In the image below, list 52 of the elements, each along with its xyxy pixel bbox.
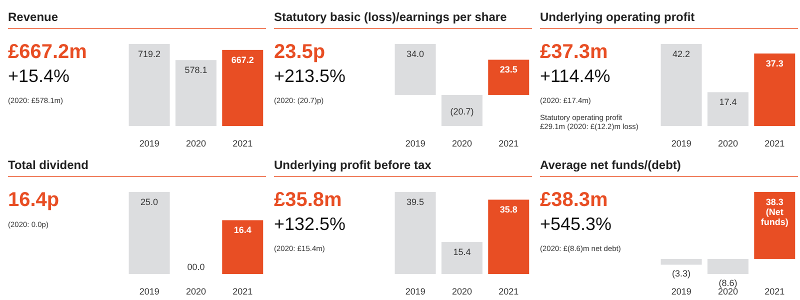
x-tick-label: 2021 xyxy=(498,138,519,148)
data-label: 15.4 xyxy=(453,247,471,258)
data-label: 17.4 xyxy=(719,97,737,108)
chart-subtitle: £38.3m xyxy=(540,188,609,212)
x-tick-label: 2020 xyxy=(718,138,738,148)
x-tick-label: 2020 xyxy=(186,138,206,148)
data-label: 35.8 xyxy=(500,204,518,215)
chart-title: Revenue xyxy=(8,10,266,29)
data-label: 00.0 xyxy=(187,262,205,272)
chart-subtitle: £667.2m xyxy=(8,40,88,64)
data-label: 667.2 xyxy=(231,54,254,65)
x-tick-label: 2021 xyxy=(764,286,785,296)
x-tick-label: 2019 xyxy=(139,286,160,296)
x-tick-label: 2019 xyxy=(671,286,692,296)
data-label: 719.2 xyxy=(138,49,161,59)
x-tick-label: 2021 xyxy=(764,138,785,148)
data-label: 34.0 xyxy=(406,49,424,59)
data-label: (20.7) xyxy=(450,106,474,116)
x-tick-label: 2019 xyxy=(139,138,160,148)
data-label: 25.0 xyxy=(140,197,158,207)
x-tick-label: 2021 xyxy=(232,138,253,148)
x-tick-label: 2019 xyxy=(405,286,426,296)
text: +213.5% xyxy=(274,65,347,88)
chart-subtitle: 23.5p xyxy=(274,40,326,64)
x-tick-label: 2021 xyxy=(232,286,253,296)
data-label: (3.3) xyxy=(672,268,691,279)
chart-subtitle: 16.4p xyxy=(8,188,60,212)
x-tick-label: 2020 xyxy=(452,138,472,148)
chart-title: Total dividend xyxy=(8,158,266,177)
x-tick-label: 2020 xyxy=(186,286,206,296)
chart-title: Average net funds/(debt) xyxy=(540,158,798,177)
data-label: 39.5 xyxy=(406,197,424,207)
text: +15.4% xyxy=(8,65,71,88)
text: +545.3% xyxy=(540,213,613,236)
data-label: 42.2 xyxy=(672,49,690,59)
data-label: 38.3 (Net funds) xyxy=(760,197,788,227)
x-tick-label: 2021 xyxy=(498,286,519,296)
data-label: 23.5 xyxy=(500,64,518,75)
chart-title: Underlying operating profit xyxy=(540,10,798,29)
x-tick-label: 2019 xyxy=(405,138,426,148)
data-label: 578.1 xyxy=(184,65,208,76)
data-label: 16.4 xyxy=(234,225,252,236)
data-label: (8.6) xyxy=(718,278,738,288)
chart-title: Statutory basic (loss)/earnings per share xyxy=(274,10,532,29)
x-tick-label: 2019 xyxy=(671,138,692,148)
chart-title: Underlying profit before tax xyxy=(274,158,532,177)
x-tick-label: 2020 xyxy=(452,286,472,296)
text: +132.5% xyxy=(274,213,347,236)
chart-subtitle: £37.3m xyxy=(540,40,609,64)
data-label: 37.3 xyxy=(766,58,784,69)
text: +114.4% xyxy=(540,65,612,88)
chart-subtitle: £35.8m xyxy=(274,188,343,212)
